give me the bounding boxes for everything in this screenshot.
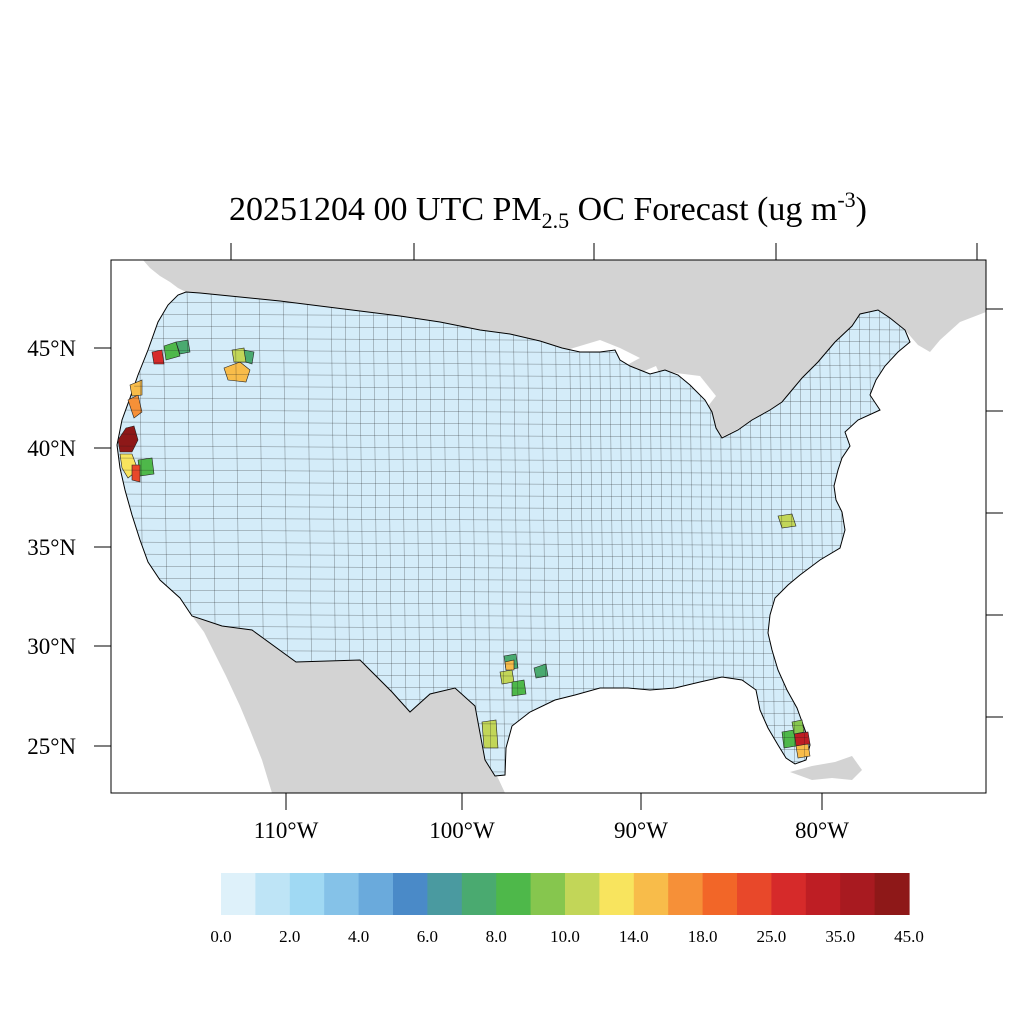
colorbar-tick-label: 35.0 (825, 927, 855, 946)
colorbar-swatch (393, 873, 428, 915)
colorbar-tick-label: 10.0 (550, 927, 580, 946)
colorbar-swatch (289, 873, 325, 915)
colorbar-swatch (427, 873, 463, 915)
cuba-land (790, 756, 862, 780)
hotspot-id-green (243, 349, 255, 365)
colorbar-tick-label: 4.0 (348, 927, 369, 946)
lat-label: 45°N (27, 336, 76, 361)
figure-title: 20251204 00 UTC PM2.5 OC Forecast (ug m-… (229, 187, 867, 233)
colorbar-swatch (771, 873, 807, 915)
hotspot-or-coast (127, 394, 143, 419)
colorbar-swatch (633, 873, 669, 915)
lat-label: 30°N (27, 634, 76, 659)
hotspot-ca-north (117, 425, 139, 453)
colorbar-swatch (324, 873, 360, 915)
colorbar-tick-label: 14.0 (619, 927, 649, 946)
lat-label: 25°N (27, 734, 76, 759)
map-frame (110, 259, 987, 794)
hotspot-or-nw-red (151, 349, 165, 365)
lat-label: 35°N (27, 535, 76, 560)
hotspot-fl-orange (795, 743, 811, 759)
colorbar-tick-label: 6.0 (417, 927, 438, 946)
lon-label: 90°W (614, 818, 668, 843)
colorbar-swatch (599, 873, 635, 915)
colorbar-swatch (874, 873, 910, 915)
lon-label: 100°W (429, 818, 495, 843)
hotspots (117, 339, 811, 759)
latitude-labels: 45°N 40°N 35°N 30°N 25°N (27, 336, 76, 759)
lon-label: 80°W (795, 818, 849, 843)
hotspot-or-nw-green (163, 341, 181, 361)
hotspot-fl-green (781, 729, 797, 749)
hotspot-or-coast-2 (129, 379, 143, 397)
longitude-labels: 110°W 100°W 90°W 80°W (254, 818, 850, 843)
hotspot-va (777, 513, 797, 529)
lat-label: 40°N (27, 436, 76, 461)
colorbar-tick-label: 8.0 (486, 927, 507, 946)
frame-ticks (94, 243, 1003, 810)
colorbar-tick-label: 25.0 (757, 927, 787, 946)
hotspot-ca-red (131, 464, 141, 483)
colorbar-swatch (461, 873, 497, 915)
colorbar-swatch (565, 873, 600, 915)
hotspot-ca-green (137, 457, 155, 477)
canada-land (143, 260, 986, 438)
colorbar-swatch (668, 873, 704, 915)
colorbar-tick-label: 0.0 (210, 927, 231, 946)
colorbar-swatch (496, 873, 532, 915)
colorbar-tick-label: 18.0 (688, 927, 718, 946)
colorbar-tick-label: 45.0 (894, 927, 924, 946)
hotspot-id-orange (223, 361, 251, 383)
colorbar-swatch (702, 873, 738, 915)
colorbar-swatch (805, 873, 841, 915)
map-panel (110, 259, 987, 794)
mexico-land (192, 616, 505, 793)
hotspot-fl-ygreen (791, 719, 805, 735)
colorbar-swatch (221, 873, 256, 915)
hotspot-tx-orange (504, 659, 515, 671)
colorbar-swatch (737, 873, 772, 915)
lon-label: 110°W (254, 818, 319, 843)
colorbar-tick-label: 2.0 (279, 927, 300, 946)
colorbar-swatch (255, 873, 291, 915)
colorbar-swatch (530, 873, 566, 915)
colorbar: 0.0 2.0 4.0 6.0 8.0 10.0 14.0 18.0 25.0 35.0 45.0 (210, 873, 924, 946)
colorbar-swatch (358, 873, 394, 915)
colorbar-swatch (840, 873, 876, 915)
